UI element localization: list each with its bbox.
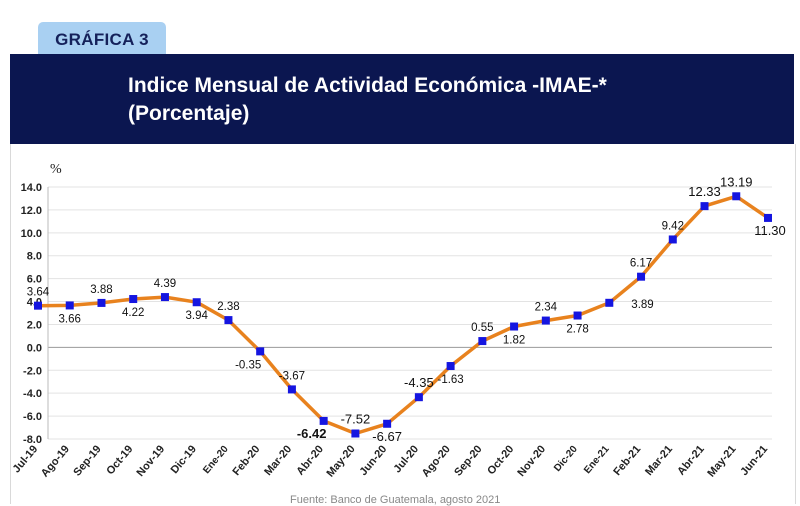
data-label: 2.78 [566, 324, 588, 336]
data-label: 3.89 [631, 299, 653, 311]
x-tick-label: Dic-19 [169, 443, 199, 476]
data-point [510, 322, 519, 331]
data-point [605, 298, 614, 307]
data-point [351, 429, 360, 438]
data-label: 13.19 [720, 174, 753, 189]
data-point [287, 385, 296, 394]
chart-title: Indice Mensual de Actividad Económica -I… [128, 72, 607, 128]
y-tick-label: -4.0 [23, 388, 42, 400]
data-label: -7.52 [341, 412, 371, 427]
data-label: 3.94 [186, 310, 209, 322]
x-tick-label: Oct-20 [485, 443, 516, 477]
series-line [37, 194, 769, 436]
chart-title-line1: Indice Mensual de Actividad Económica -I… [128, 74, 607, 97]
data-label: 4.22 [122, 307, 144, 319]
x-tick-label: Jul-19 [11, 443, 41, 475]
x-tick-label: Oct-19 [104, 443, 135, 477]
y-tick-label: -2.0 [23, 365, 42, 377]
data-label: 2.38 [217, 301, 239, 313]
y-axis-unit-label: % [50, 162, 62, 177]
data-point [668, 235, 677, 244]
x-tick-label: Jun-21 [738, 443, 770, 478]
data-point [97, 298, 106, 307]
series-imae [37, 194, 769, 436]
x-tick-label: Ago-19 [39, 443, 72, 479]
data-label: 11.30 [754, 223, 786, 238]
x-tick-label: Dic-20 [552, 444, 580, 474]
title-banner [10, 54, 794, 144]
x-tick-label: Feb-21 [611, 443, 643, 478]
data-label: -6.42 [297, 426, 327, 441]
x-tick-label: Ene-20 [201, 444, 231, 477]
data-point [383, 419, 392, 428]
data-label: -3.67 [279, 370, 305, 382]
x-tick-label: Sep-20 [452, 443, 484, 478]
data-point [446, 362, 455, 371]
data-point [34, 301, 42, 310]
data-label: -0.35 [235, 359, 261, 371]
y-tick-label: 10.0 [21, 228, 42, 240]
y-tick-label: 6.0 [27, 274, 42, 286]
data-label: 0.55 [471, 322, 493, 334]
x-tick-label: Mar-20 [262, 443, 294, 478]
x-tick-label: Jul-20 [392, 443, 422, 475]
data-point [541, 316, 550, 325]
data-label: 9.42 [662, 220, 684, 232]
y-tick-label: -6.0 [23, 411, 42, 423]
x-tick-label: Jun-20 [357, 443, 389, 478]
data-point [65, 301, 74, 310]
data-label: -1.63 [437, 374, 463, 386]
data-point [573, 311, 582, 320]
x-tick-label: Abr-21 [675, 443, 707, 477]
chart-frame [10, 144, 796, 504]
data-label: 4.39 [154, 278, 176, 290]
y-tick-label: 12.0 [21, 205, 42, 217]
data-point [160, 293, 169, 302]
y-tick-label: 14.0 [21, 182, 42, 194]
x-tick-label: Feb-20 [230, 443, 262, 478]
y-tick-label: 2.0 [27, 319, 42, 331]
chart-title-line2: (Porcentaje) [128, 102, 250, 125]
x-tick-label: May-20 [325, 443, 358, 479]
x-tick-label: May-21 [705, 443, 738, 479]
data-point [414, 393, 423, 402]
data-label: 12.33 [688, 184, 721, 199]
data-label: 6.17 [630, 258, 652, 270]
x-tick-label: Sep-19 [71, 443, 103, 478]
data-point [256, 347, 265, 356]
x-tick-label: Abr-20 [294, 443, 326, 477]
y-axis-ticks: 14.012.010.08.06.04.02.00.0-2.0-4.0-6.0-… [21, 182, 42, 446]
data-point [192, 298, 201, 307]
data-label: 2.34 [535, 302, 558, 314]
y-tick-label: 8.0 [27, 251, 42, 263]
x-tick-label: Ago-20 [420, 443, 453, 479]
data-labels: 3.64 3.66 3.88 4.22 4.39 3.94 2.38 -0.35 -3.67 -6… [27, 174, 786, 443]
chart-number-badge: GRÁFICA 3 [38, 22, 166, 58]
data-point [478, 337, 487, 346]
data-label: 1.82 [503, 335, 525, 347]
data-point [319, 416, 328, 425]
data-point [732, 192, 741, 201]
source-note: Fuente: Banco de Guatemala, agosto 2021 [290, 494, 501, 506]
x-tick-label: Mar-21 [643, 443, 675, 478]
data-points [34, 192, 772, 438]
x-tick-label: Nov-19 [134, 443, 167, 479]
data-label: 3.66 [59, 313, 81, 325]
data-point [224, 316, 233, 325]
gridlines [47, 186, 772, 440]
x-tick-label: Ene-21 [582, 444, 612, 477]
data-label: -4.35 [404, 375, 434, 390]
data-label: 3.64 [27, 287, 50, 299]
y-tick-label: 0.0 [27, 342, 42, 354]
data-label: -6.67 [372, 429, 402, 444]
data-point [129, 295, 138, 304]
x-tick-label: Nov-20 [515, 443, 548, 479]
data-point [764, 213, 772, 222]
data-label: 3.88 [90, 284, 112, 296]
data-point [700, 202, 709, 211]
data-point [637, 272, 646, 281]
y-tick-label: -8.0 [23, 434, 42, 446]
